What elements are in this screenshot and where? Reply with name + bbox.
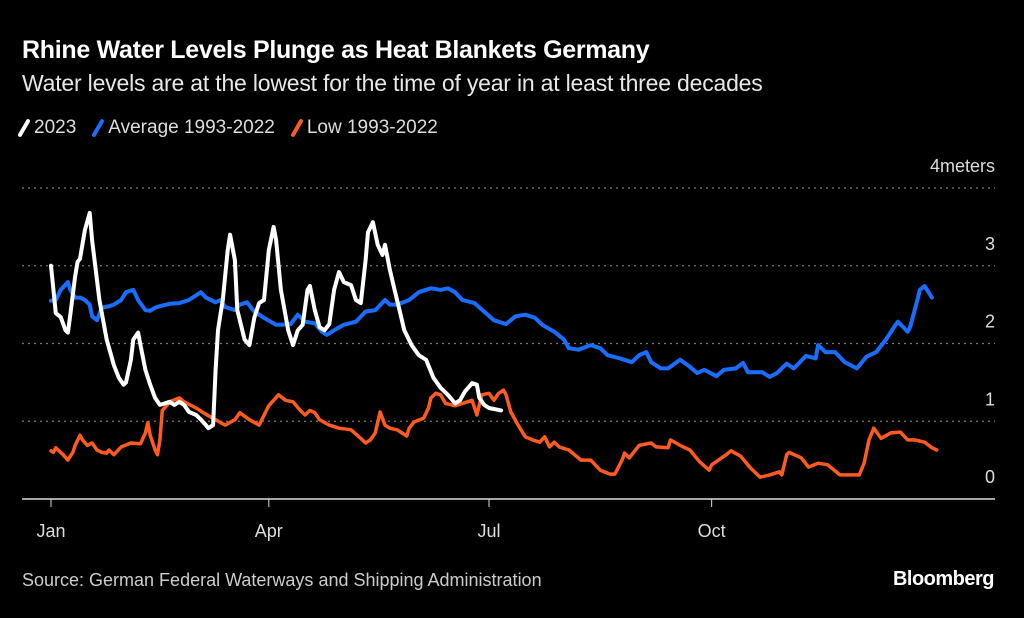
x-axis: Jan Apr Jul Oct — [22, 498, 995, 541]
chart-title: Rhine Water Levels Plunge as Heat Blanke… — [22, 36, 650, 64]
source-note: Source: German Federal Waterways and Shi… — [22, 570, 542, 590]
y-tick-label: 4meters — [930, 156, 995, 176]
y-tick-label: 0 — [985, 467, 995, 487]
bloomberg-logo: Bloomberg — [892, 568, 995, 590]
series-low-line — [49, 388, 939, 479]
legend-item-low: Low 1993-2022 — [290, 117, 438, 139]
chart-subtitle: Water levels are at the lowest for the t… — [22, 70, 763, 96]
legend-label-low: Low 1993-2022 — [306, 117, 438, 138]
legend: 2023 Average 1993-2022 Low 1993-2022 — [17, 117, 438, 139]
legend-label-2023: 2023 — [34, 117, 77, 138]
y-tick-label: 2 — [985, 312, 995, 332]
series-2023-line — [49, 210, 504, 431]
x-tick-label: Jul — [478, 521, 501, 541]
gridlines — [22, 187, 995, 422]
legend-item-average: Average 1993-2022 — [91, 117, 275, 139]
y-tick-label: 3 — [985, 234, 995, 254]
series-average-line — [49, 280, 934, 379]
legend-item-2023: 2023 — [17, 117, 77, 139]
y-axis-ticks: 0 1 2 3 4meters — [930, 156, 995, 487]
x-tick-label: Oct — [698, 521, 726, 541]
y-tick-label: 1 — [985, 389, 995, 409]
x-tick-label: Jan — [36, 521, 65, 541]
x-tick-label: Apr — [255, 521, 283, 541]
legend-label-average: Average 1993-2022 — [108, 117, 275, 138]
series-lines — [49, 210, 939, 479]
